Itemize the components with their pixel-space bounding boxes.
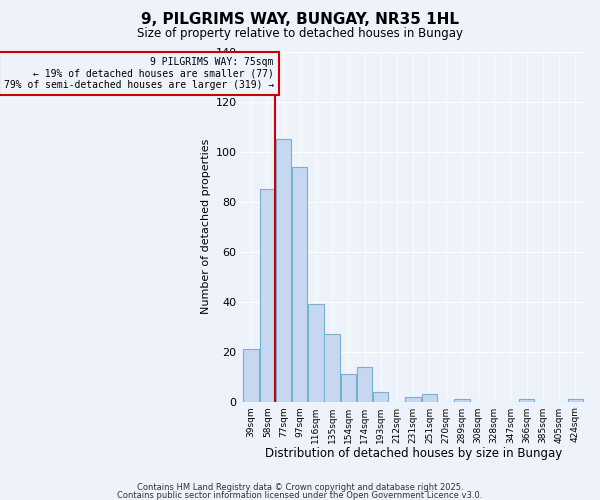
Text: Size of property relative to detached houses in Bungay: Size of property relative to detached ho… — [137, 28, 463, 40]
Bar — [406, 396, 421, 402]
Text: Contains HM Land Registry data © Crown copyright and database right 2025.: Contains HM Land Registry data © Crown c… — [137, 484, 463, 492]
Bar — [244, 349, 259, 402]
Text: 9 PILGRIMS WAY: 75sqm
← 19% of detached houses are smaller (77)
79% of semi-deta: 9 PILGRIMS WAY: 75sqm ← 19% of detached … — [4, 56, 274, 90]
Bar — [454, 399, 470, 402]
Bar — [357, 366, 372, 402]
Bar — [292, 166, 307, 402]
Bar — [519, 399, 535, 402]
Bar — [308, 304, 323, 402]
Y-axis label: Number of detached properties: Number of detached properties — [201, 139, 211, 314]
Bar — [373, 392, 388, 402]
Bar — [325, 334, 340, 402]
Text: Contains public sector information licensed under the Open Government Licence v3: Contains public sector information licen… — [118, 490, 482, 500]
Bar — [422, 394, 437, 402]
X-axis label: Distribution of detached houses by size in Bungay: Distribution of detached houses by size … — [265, 447, 562, 460]
Bar — [568, 399, 583, 402]
Bar — [341, 374, 356, 402]
Bar — [276, 139, 291, 402]
Text: 9, PILGRIMS WAY, BUNGAY, NR35 1HL: 9, PILGRIMS WAY, BUNGAY, NR35 1HL — [141, 12, 459, 28]
Bar — [260, 189, 275, 402]
